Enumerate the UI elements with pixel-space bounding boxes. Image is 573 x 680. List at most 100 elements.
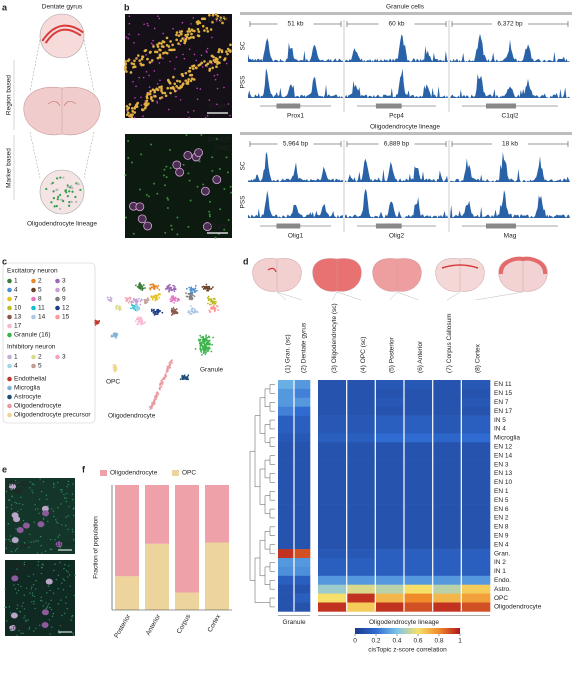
nucleus: [161, 91, 164, 95]
legend-swatch: [31, 305, 36, 311]
umap-cell: [191, 311, 194, 314]
fiber-dot: [9, 499, 11, 501]
nucleus: [211, 66, 214, 70]
umap-cell: [173, 290, 176, 293]
legend-label: 6: [62, 287, 66, 294]
cell-dot: [53, 205, 56, 208]
fiber-dot: [25, 619, 27, 621]
umap-cell: [150, 296, 153, 299]
nucleus: [174, 68, 176, 70]
cell-dot: [68, 200, 71, 204]
locus-size: 18 kb: [502, 141, 518, 148]
heatmap-cell: [318, 593, 347, 603]
fiber-dot: [13, 584, 15, 586]
dendrogram: [269, 437, 275, 447]
dendrogram: [269, 544, 275, 554]
umap-cell: [195, 289, 198, 292]
umap-cell: [139, 300, 142, 302]
fiber-dot: [25, 620, 27, 623]
heatmap-cell: [294, 451, 311, 461]
fiber-dot: [34, 607, 36, 610]
umap-cell: [210, 298, 213, 301]
nucleus: [163, 174, 166, 177]
nucleus: [213, 59, 217, 63]
umap-cell: [171, 297, 174, 300]
umap-cell: [153, 400, 156, 403]
nucleus: [193, 29, 196, 33]
heatmap-cell: [404, 433, 433, 443]
umap-cell: [172, 309, 175, 311]
heatmap-cell: [375, 593, 405, 603]
nucleus: [150, 143, 153, 146]
nucleus: [167, 108, 170, 111]
cell-dot: [79, 188, 82, 192]
fiber-dot: [33, 484, 35, 486]
umap-cell: [115, 332, 118, 335]
heatmap-cell: [404, 424, 433, 434]
umap-cell: [176, 312, 179, 315]
olig-cell: [194, 148, 203, 157]
fiber-dot: [31, 483, 34, 485]
nucleus: [144, 104, 148, 108]
nucleus: [225, 156, 228, 159]
brain-connector: [475, 291, 524, 301]
fiber-dot: [34, 508, 37, 511]
fiber-dot: [61, 614, 63, 617]
heatmap-cell: [432, 540, 462, 550]
nucleus: [133, 116, 136, 119]
dendrogram: [269, 597, 275, 608]
heatmap-cell: [346, 540, 376, 550]
nucleus: [196, 98, 199, 101]
fiber-dot: [33, 630, 35, 632]
olig-cell: [202, 222, 212, 231]
gene-name: Olig2: [389, 233, 405, 240]
fiber-dot: [23, 542, 26, 544]
fiber-dot: [48, 603, 50, 605]
umap-cell: [209, 298, 211, 300]
heatmap-cell: [461, 575, 491, 585]
colorbar-tick-label: 0.2: [371, 638, 380, 645]
nucleus: [160, 89, 163, 93]
umap-cell: [203, 344, 206, 347]
nucleus: [187, 27, 191, 31]
row-label: EN 11: [494, 381, 512, 388]
nucleus: [206, 51, 208, 54]
legend-label: 3: [62, 354, 66, 361]
nucleus: [167, 198, 170, 201]
group-label: Oligodendrocyte lineage: [369, 619, 439, 626]
heatmap-cell: [318, 540, 347, 550]
nucleus: [169, 60, 171, 63]
fiber-dot: [11, 495, 13, 497]
fiber-dot: [62, 588, 65, 591]
heatmap-cell: [318, 406, 347, 416]
heatmap-cell: [346, 566, 376, 577]
umap-cell: [191, 294, 194, 297]
fiber-dot: [36, 552, 39, 554]
heatmap-cell: [461, 531, 491, 541]
heatmap-cell: [432, 504, 462, 514]
nucleus: [148, 86, 151, 88]
heatmap-cell: [318, 397, 347, 407]
fiber-dot: [38, 512, 40, 515]
nucleus: [128, 15, 131, 17]
umap-cell: [140, 298, 143, 301]
panel-letter: c: [2, 256, 7, 266]
cell-dot: [57, 195, 60, 198]
heatmap-cell: [346, 451, 376, 461]
umap-cell: [209, 300, 212, 303]
fiber-dot: [33, 521, 35, 523]
row-label: EN 15: [494, 390, 512, 397]
heatmap-cell: [278, 415, 295, 425]
gene-exon: [375, 103, 402, 109]
heatmap-cell: [294, 584, 311, 594]
umap-cell: [135, 284, 137, 287]
nucleus: [211, 62, 213, 65]
heatmap-cell: [346, 486, 376, 496]
umap-cell: [109, 299, 112, 301]
umap-cell: [95, 322, 97, 324]
umap-cell: [201, 338, 204, 341]
legend-swatch: [7, 412, 12, 418]
legend-swatch: [7, 332, 12, 338]
nucleus: [216, 103, 218, 106]
nucleus: [131, 110, 135, 113]
